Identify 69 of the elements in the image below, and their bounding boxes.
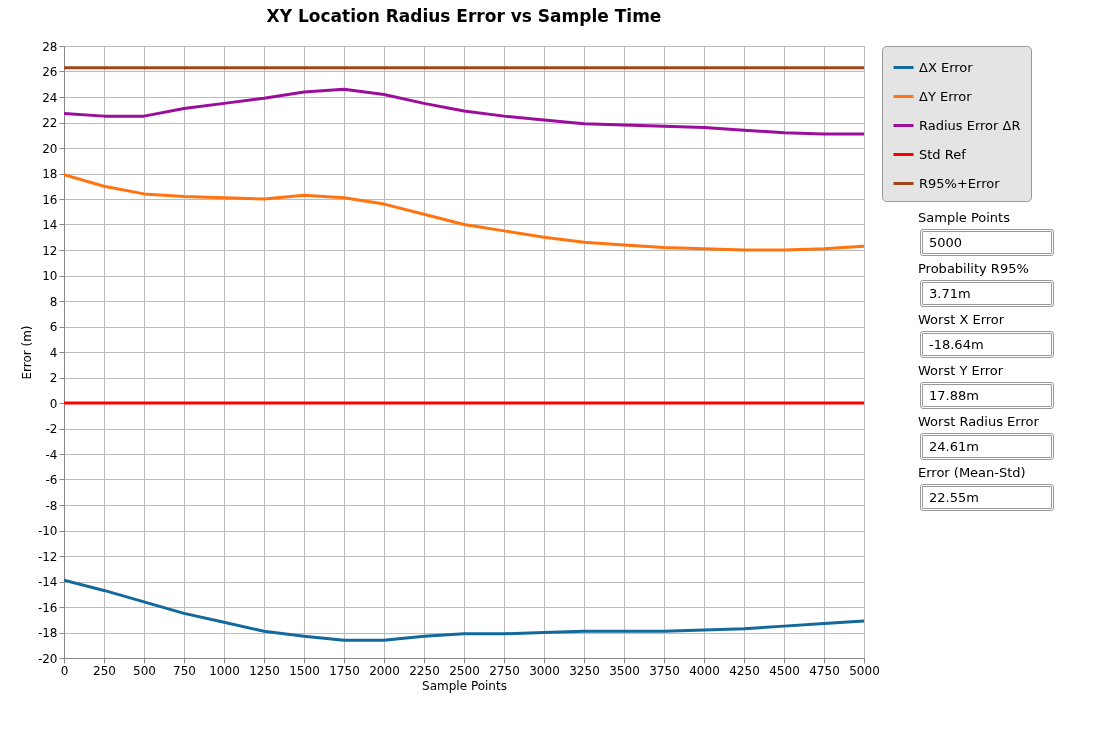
y-tick-label: 20 [42,141,58,156]
x-axis-title: Sample Points [422,678,507,693]
y-axis-title: Error (m) [19,325,34,380]
y-tick-label: 0 [49,396,58,411]
y-tick-label: 14 [42,218,58,232]
y-tick-label: -12 [37,549,58,564]
y-tick-label: -18 [37,626,58,640]
y-tick-label: 16 [42,192,58,207]
line-series [64,578,864,642]
y-tick-label: 8 [49,294,58,309]
y-tick-label: 2 [49,371,58,385]
legend-label: ΔY Error [919,88,973,104]
text: 24.61m [920,433,1054,460]
y-tick-label: 22 [42,116,58,130]
x-tick-label: 3250 [569,663,600,678]
text: -18.64m [920,331,1054,358]
y-tick-label: -6 [45,473,58,487]
x-tick-label: 2000 [369,663,400,678]
x-tick-label: 2500 [449,663,480,678]
legend-label: ΔX Error [919,59,974,75]
x-tick-label: 4500 [769,663,800,678]
x-tick-label: 3500 [609,663,640,678]
text: Sample Points [918,210,1011,225]
chart-title: XY Location Radius Error vs Sample Time [266,6,662,26]
y-tick-label: 18 [42,167,58,181]
x-tick-label: 1000 [209,663,240,678]
y-tick-label: -4 [45,447,58,462]
y-tick-label: 6 [49,320,58,334]
x-tick-label: 1250 [249,663,280,678]
x-tick-label: 500 [133,663,156,678]
y-tick-label: -20 [37,651,58,666]
text: Worst Radius Error [918,414,1040,429]
y-tick-label: 24 [42,90,58,105]
x-tick-label: 1500 [289,663,320,678]
text: 3.71m [920,280,1054,307]
x-tick-label: 2250 [409,663,440,678]
x-tick-label: 750 [173,663,196,678]
x-tick-label: 3000 [529,663,560,678]
legend-label: R95%+Error [919,175,1001,191]
legend-label: Radius Error ΔR [919,117,1021,133]
y-tick-label: 12 [42,243,58,258]
y-tick-label: -8 [45,498,58,513]
y-tick-label: 10 [42,269,58,283]
text: Worst X Error [918,312,1006,327]
line-series [64,173,864,252]
y-tick-label: -14 [37,575,58,589]
line-series [64,87,864,136]
y-tick-label: 28 [42,39,58,54]
x-tick-label: 4750 [809,663,840,678]
y-tick-label: -16 [37,600,58,615]
text: Probability R95% [918,261,1030,276]
y-tick-label: 26 [42,65,58,79]
text: Worst Y Error [918,363,1005,378]
x-tick-label: 4250 [729,663,760,678]
text: 17.88m [920,382,1054,409]
legend-label: Std Ref [919,146,967,162]
text: 5000 [920,229,1054,256]
y-tick-label: -10 [37,524,58,538]
x-tick-label: 2750 [489,663,520,678]
x-tick-label: 0 [60,663,69,678]
x-tick-label: 4000 [689,663,720,678]
text: Error (Mean-Std) [918,465,1027,480]
x-tick-label: 250 [93,663,116,678]
y-tick-label: -2 [45,422,58,436]
x-tick-label: 5000 [849,663,880,678]
text: 22.55m [920,484,1054,511]
y-tick-label: 4 [49,345,58,360]
x-tick-label: 1750 [329,663,360,678]
x-tick-label: 3750 [649,663,680,678]
